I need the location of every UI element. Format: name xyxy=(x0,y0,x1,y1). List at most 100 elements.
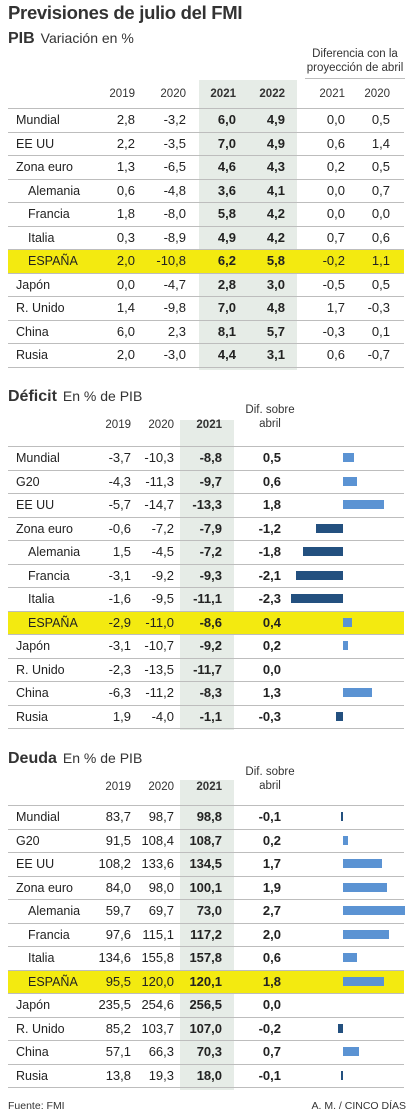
data-cell: 108,7 xyxy=(189,832,222,848)
diff-bar xyxy=(343,453,355,462)
section-title: Déficit xyxy=(8,388,57,405)
data-cell: -1,2 xyxy=(258,520,281,536)
data-cell: 0,2 xyxy=(262,638,281,653)
row-divider xyxy=(8,946,404,947)
data-cell: 4,9 xyxy=(266,135,285,151)
row-label: Zona euro xyxy=(16,880,73,895)
row-label: Francia xyxy=(28,568,70,583)
row-label: Italia xyxy=(28,951,55,965)
data-cell: 2,0 xyxy=(262,926,281,942)
data-cell: 2,0 xyxy=(116,347,135,362)
row-label: EE UU xyxy=(16,136,55,151)
data-cell: 85,2 xyxy=(105,1020,131,1036)
section-heading-pib: PIB Variación en % xyxy=(8,30,134,48)
data-cell: 97,6 xyxy=(105,926,131,942)
data-cell: 103,7 xyxy=(141,1020,174,1036)
data-cell: -1,8 xyxy=(258,544,281,559)
section-subtitle: En % de PIB xyxy=(62,750,143,766)
column-header: 2020 xyxy=(148,781,174,793)
row-divider xyxy=(8,852,404,853)
column-header: 2021 xyxy=(319,88,345,100)
data-cell: 256,5 xyxy=(189,997,222,1012)
data-cell: 4,3 xyxy=(266,159,285,174)
column-header: 2019 xyxy=(109,88,135,100)
row-label: Rusia xyxy=(16,709,48,724)
data-cell: 3,1 xyxy=(266,347,285,362)
data-cell: 0,6 xyxy=(326,347,345,362)
data-cell: 1,1 xyxy=(371,253,390,268)
highlight-row-espana xyxy=(8,970,404,993)
data-cell: -8,0 xyxy=(163,206,186,221)
data-cell: 0,6 xyxy=(371,229,390,245)
row-divider xyxy=(8,131,404,133)
data-cell: 1,5 xyxy=(112,544,131,559)
row-divider xyxy=(8,828,404,830)
data-cell: 0,7 xyxy=(262,1044,281,1059)
data-cell: 19,3 xyxy=(148,1067,174,1083)
data-cell: 108,4 xyxy=(141,832,174,848)
data-cell: 100,1 xyxy=(189,879,222,895)
row-label: R. Unido xyxy=(16,301,65,315)
data-cell: 120,0 xyxy=(141,973,174,989)
data-cell: 57,1 xyxy=(105,1044,131,1059)
data-cell: -3,7 xyxy=(108,450,131,465)
data-cell: -11,3 xyxy=(145,473,174,489)
data-cell: -0,3 xyxy=(258,708,281,724)
data-cell: 5,8 xyxy=(217,206,236,221)
column-shade-2021 xyxy=(180,780,234,1090)
data-cell: -2,3 xyxy=(108,661,131,677)
row-label: Zona euro xyxy=(16,521,73,536)
diff-bar xyxy=(343,976,385,986)
row-label: China xyxy=(16,324,49,339)
data-cell: -1,6 xyxy=(108,591,131,606)
data-cell: 4,2 xyxy=(266,229,285,245)
data-cell: -0,7 xyxy=(367,347,390,362)
row-label: Rusia xyxy=(16,348,48,362)
diff-bar xyxy=(302,547,343,556)
data-cell: 4,9 xyxy=(266,112,285,127)
row-label: Alemania xyxy=(28,183,81,198)
row-divider xyxy=(8,272,404,274)
data-cell: -0,5 xyxy=(322,276,345,292)
data-cell: 107,0 xyxy=(189,1020,222,1036)
diff-bar xyxy=(343,953,357,962)
row-divider xyxy=(8,296,404,297)
data-cell: -2,3 xyxy=(258,591,281,606)
row-label: Japón xyxy=(16,639,51,653)
data-cell: 1,9 xyxy=(112,708,131,724)
data-cell: 0,0 xyxy=(262,661,281,677)
credit-note: A. M. / CINCO DÍAS xyxy=(311,1100,406,1112)
section-subtitle: Variación en % xyxy=(40,30,134,46)
data-cell: 1,4 xyxy=(116,300,135,315)
row-divider xyxy=(8,343,404,344)
data-cell: 6,0 xyxy=(217,112,236,127)
row-divider xyxy=(8,178,404,180)
data-cell: 1,7 xyxy=(262,856,281,871)
data-cell: -8,3 xyxy=(199,685,222,700)
row-label: ESPAÑA xyxy=(28,974,78,989)
data-cell: 4,6 xyxy=(217,159,236,174)
data-cell: 0,2 xyxy=(326,159,345,174)
row-divider xyxy=(8,634,404,635)
diff-bar xyxy=(343,906,406,915)
diff-bar xyxy=(343,1047,360,1056)
data-cell: 1,8 xyxy=(116,206,135,221)
data-cell: 0,5 xyxy=(371,159,390,174)
data-cell: 2,2 xyxy=(116,135,135,151)
data-cell: -7,2 xyxy=(151,520,174,536)
data-cell: 1,4 xyxy=(371,135,390,151)
data-cell: 0,0 xyxy=(326,182,345,198)
row-label: Japón xyxy=(16,998,51,1012)
diff-bar xyxy=(343,500,384,509)
diff-header-line1: Dif. sobre xyxy=(245,404,295,416)
row-divider xyxy=(8,969,404,971)
data-cell: -11,7 xyxy=(193,661,222,677)
data-cell: -3,5 xyxy=(163,135,186,151)
row-divider xyxy=(8,366,404,368)
data-cell: 7,0 xyxy=(217,300,236,315)
data-cell: 98,8 xyxy=(196,809,222,824)
data-cell: -9,3 xyxy=(199,567,222,583)
data-cell: 134,5 xyxy=(189,856,222,871)
data-cell: 98,7 xyxy=(148,809,174,824)
data-cell: 0,2 xyxy=(262,832,281,848)
